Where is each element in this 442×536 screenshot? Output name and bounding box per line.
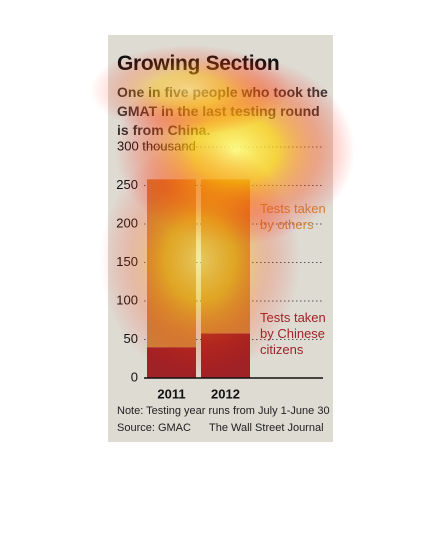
y-tick-label: 50 — [124, 331, 138, 346]
x-tick-label: 2011 — [157, 386, 185, 401]
y-tick-label: 150 — [116, 254, 138, 269]
note: Note: Testing year runs from July 1-June… — [117, 405, 330, 417]
y-tick-label: 200 — [116, 215, 138, 230]
credit: The Wall Street Journal — [209, 422, 324, 434]
legend-label: Tests taken by others — [260, 201, 326, 232]
bar-segment — [147, 179, 196, 348]
y-tick-label: 300 thousand — [117, 138, 196, 153]
legend-label: Tests taken by Chinese citizens — [260, 310, 326, 357]
chart-panel: 0 50 100 150 200 250 300 thousand 2011 2012 Grow… — [108, 35, 333, 442]
x-tick-label: 2012 — [211, 386, 240, 401]
chart-title: Growing Section — [117, 52, 280, 75]
chart-subtitle: One in five people who took the GMAT in … — [117, 84, 328, 138]
y-tick-label: 0 — [131, 369, 138, 384]
bar-segment — [201, 333, 250, 378]
source: Source: GMAC — [117, 422, 191, 434]
bar-segment — [201, 179, 250, 334]
y-tick-label: 250 — [116, 177, 138, 192]
y-tick-label: 100 — [116, 292, 138, 307]
bar-segment — [147, 347, 196, 378]
